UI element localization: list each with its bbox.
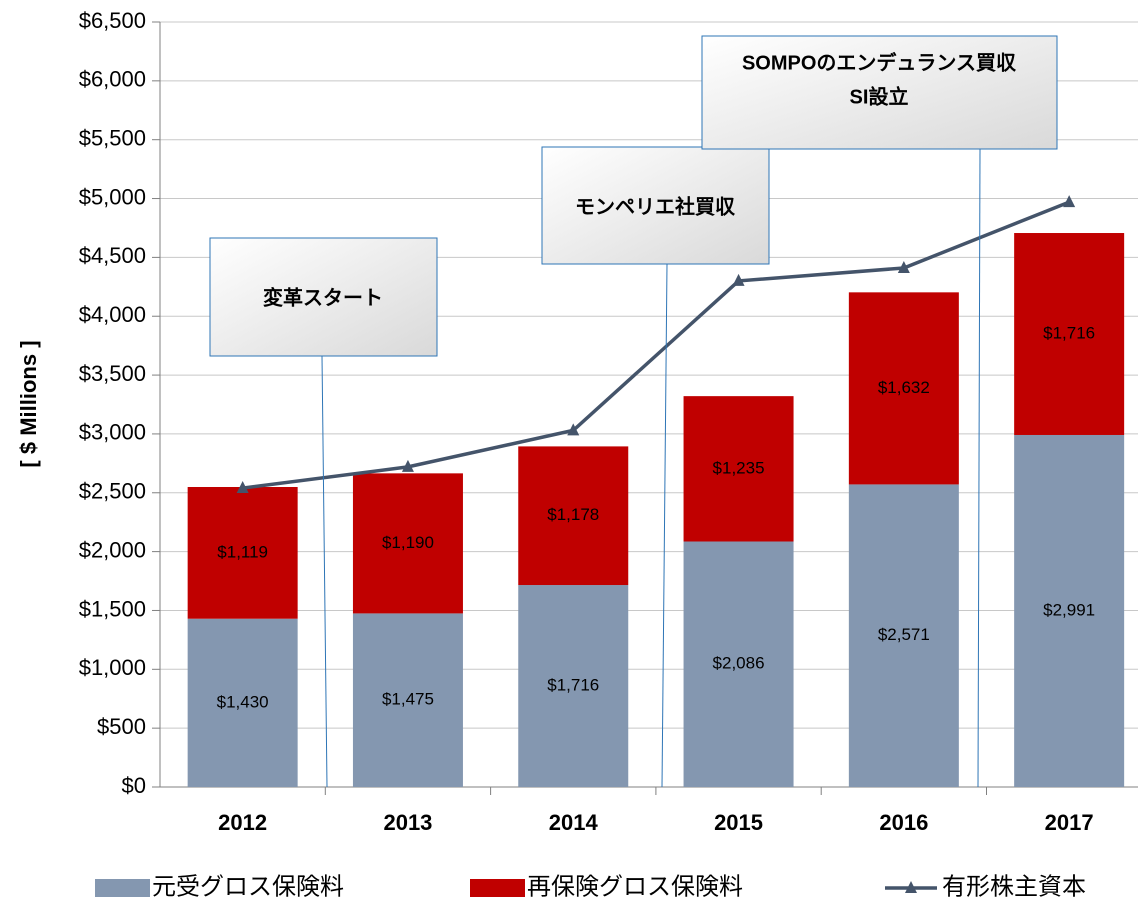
legend-label: 有形株主資本 [942, 873, 1086, 900]
data-label: $1,190 [382, 533, 434, 552]
x-tick-label: 2016 [879, 810, 928, 835]
annotation-pointer [977, 148, 981, 788]
x-tick-label: 2014 [549, 810, 599, 835]
y-tick-label: $3,000 [79, 420, 146, 445]
x-tick-label: 2012 [218, 810, 267, 835]
data-label: $1,475 [382, 690, 434, 709]
annotation-text: 変革スタート [263, 285, 383, 309]
data-label: $1,235 [713, 458, 765, 477]
data-label: $2,991 [1043, 600, 1095, 619]
legend-swatch [95, 879, 150, 897]
y-tick-label: $6,500 [79, 8, 146, 33]
data-label: $1,716 [547, 676, 599, 695]
annotation-box [541, 146, 770, 265]
bar-segment [187, 618, 298, 787]
y-tick-label: $3,500 [79, 361, 146, 386]
bar-segment [848, 292, 959, 485]
legend-swatch [470, 879, 525, 897]
bar-segment [352, 473, 463, 614]
x-tick-label: 2013 [383, 810, 432, 835]
y-tick-label: $1,000 [79, 655, 146, 680]
bar-segment [683, 396, 794, 542]
line-marker [897, 260, 910, 273]
legend: 元受グロス保険料 再保険グロス保険料 有形株主資本 [95, 873, 1086, 900]
data-label: $1,430 [217, 692, 269, 711]
bar-segment [848, 484, 959, 787]
line-marker [1063, 195, 1076, 208]
annotation-text: モンペリエ社買収 [575, 194, 736, 218]
data-label: $2,086 [713, 654, 765, 673]
annotation-pointer [661, 263, 668, 788]
y-tick-label: $1,500 [79, 596, 146, 621]
bar-segment [683, 541, 794, 787]
y-tick-label: $4,000 [79, 302, 146, 327]
bar-segment [187, 487, 298, 619]
y-tick-label: $0 [122, 773, 146, 798]
data-label: $1,119 [217, 542, 268, 561]
y-tick-label: $2,500 [79, 479, 146, 504]
y-tick-label: $5,000 [79, 184, 146, 209]
annotation-text: SOMPOのエンデュランス買収 [742, 50, 1017, 74]
x-tick-label: 2017 [1045, 810, 1094, 835]
marks: $1,430 $1,475 $1,716 $2,086 $2,571 $2,991 $1,1… [187, 195, 1125, 787]
x-tick-label: 2015 [714, 810, 763, 835]
legend-label: 再保険グロス保険料 [527, 873, 743, 900]
bar-segment [352, 613, 463, 787]
legend-swatch [905, 881, 917, 893]
legend-label: 元受グロス保険料 [152, 873, 344, 900]
grid: $0 $500 $1,000 $1,500 $2,000 $2,500 $3,000 $3,5… [79, 8, 1138, 835]
annotations: 変革スタート モンペリエ社買収 SOMPOのエンデュランス買収 SI設立 [209, 35, 1058, 788]
data-label: $1,716 [1043, 323, 1095, 342]
bar-segment [518, 585, 629, 787]
y-tick-label: $4,500 [79, 243, 146, 268]
line-marker [236, 481, 249, 494]
bar-segment [1014, 233, 1125, 435]
y-tick-label: $6,000 [79, 67, 146, 92]
data-label: $1,632 [878, 378, 930, 397]
y-tick-label: $500 [97, 714, 146, 739]
y-tick-label: $5,500 [79, 126, 146, 151]
y-axis-label: [ $ Millions ] [16, 340, 41, 467]
data-label: $1,178 [547, 505, 599, 524]
annotation-box [701, 35, 1058, 150]
annotation-pointer [321, 355, 328, 788]
bar-segment [518, 446, 629, 586]
annotation-text: SI設立 [850, 84, 909, 108]
line-marker [732, 273, 745, 286]
line-marker [567, 423, 580, 436]
bar-segment [1014, 434, 1125, 787]
data-label: $2,571 [878, 625, 930, 644]
line [242, 200, 1070, 490]
annotation-box [209, 237, 438, 357]
y-tick-label: $2,000 [79, 537, 146, 562]
line-marker [401, 459, 414, 472]
